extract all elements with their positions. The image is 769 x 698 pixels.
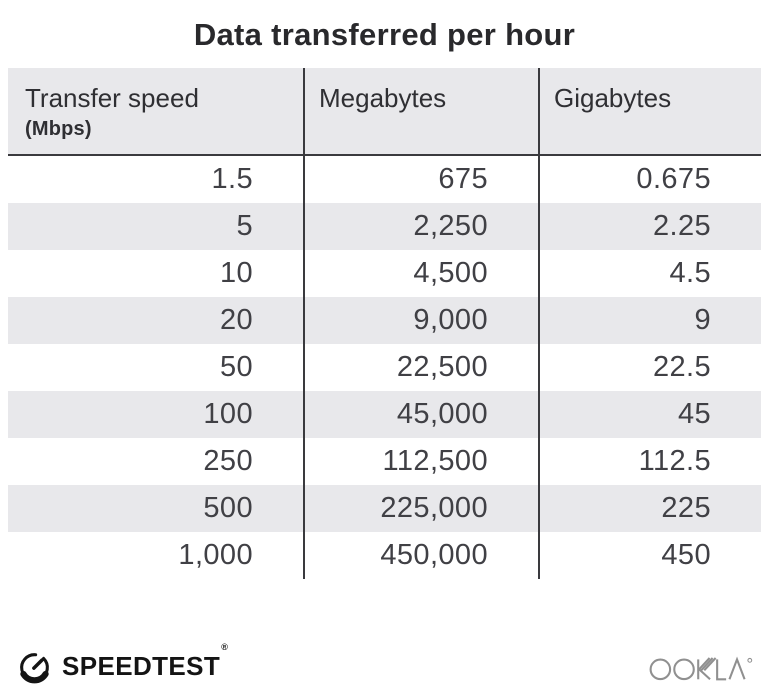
table-cell: 1.5 bbox=[211, 163, 253, 195]
table-cell: 112.5 bbox=[538, 438, 761, 485]
table-cell: 1,000 bbox=[178, 539, 253, 571]
column-header-label: Transfer speed bbox=[25, 83, 199, 113]
ookla-letter-o1 bbox=[649, 658, 672, 681]
table-cell: 225 bbox=[538, 485, 761, 532]
table-row: 1,000 450,000 450 bbox=[8, 532, 761, 579]
table-cell: 45,000 bbox=[303, 391, 538, 438]
table-cell: 9,000 bbox=[303, 297, 538, 344]
table-cell: 4.5 bbox=[538, 250, 761, 297]
table-body: 1.5 675 0.675 5 2,250 2.25 10 4,500 4.5 20 9,000 9 5… bbox=[8, 156, 761, 579]
table-cell: 250 bbox=[203, 445, 253, 477]
table-row: 250 112,500 112.5 bbox=[8, 438, 761, 485]
table-row: 20 9,000 9 bbox=[8, 297, 761, 344]
table-row: 100 45,000 45 bbox=[8, 391, 761, 438]
speedtest-logo: SPEEDTEST® bbox=[16, 642, 228, 685]
table-cell: 450,000 bbox=[303, 532, 538, 579]
table-cell: 450 bbox=[538, 532, 761, 579]
table-cell: 22.5 bbox=[538, 344, 761, 391]
table-cell: 2.25 bbox=[538, 203, 761, 250]
table-cell: 225,000 bbox=[303, 485, 538, 532]
table-cell: 9 bbox=[538, 297, 761, 344]
table-cell: 500 bbox=[203, 492, 253, 524]
table-row: 1.5 675 0.675 bbox=[8, 156, 761, 203]
column-header-unit: (Mbps) bbox=[25, 118, 92, 140]
table-cell: 675 bbox=[303, 156, 538, 203]
ookla-logo bbox=[649, 656, 753, 681]
table-cell: 50 bbox=[219, 351, 253, 383]
ookla-letter-k bbox=[697, 657, 717, 681]
table-cell: 100 bbox=[203, 398, 253, 430]
registered-trademark-icon: ® bbox=[221, 642, 228, 652]
data-table: Transfer speed (Mbps) Megabytes Gigabyte… bbox=[8, 68, 761, 579]
table-header-row: Transfer speed (Mbps) Megabytes Gigabyte… bbox=[8, 68, 761, 156]
table-row: 10 4,500 4.5 bbox=[8, 250, 761, 297]
speedtest-gauge-icon bbox=[20, 653, 49, 684]
ookla-letter-a bbox=[728, 656, 746, 680]
footer: SPEEDTEST® bbox=[16, 642, 755, 685]
table-cell: 4,500 bbox=[303, 250, 538, 297]
column-header-gigabytes: Gigabytes bbox=[538, 68, 761, 154]
table-cell: 5 bbox=[236, 210, 253, 242]
table-cell: 22,500 bbox=[303, 344, 538, 391]
table-cell: 20 bbox=[219, 304, 253, 336]
table-row: 500 225,000 225 bbox=[8, 485, 761, 532]
ookla-letter-l bbox=[716, 659, 727, 681]
column-header-transfer-speed: Transfer speed (Mbps) bbox=[8, 68, 303, 154]
table-cell: 112,500 bbox=[303, 438, 538, 485]
ookla-registered-mark-icon bbox=[747, 657, 753, 663]
speedtest-wordmark: SPEEDTEST bbox=[62, 651, 221, 681]
table-cell: 45 bbox=[538, 391, 761, 438]
ookla-letter-o2 bbox=[673, 658, 695, 681]
table-cell: 2,250 bbox=[303, 203, 538, 250]
table-cell: 10 bbox=[219, 257, 253, 289]
table-row: 50 22,500 22.5 bbox=[8, 344, 761, 391]
table-cell: 0.675 bbox=[538, 156, 761, 203]
page-title: Data transferred per hour bbox=[193, 17, 576, 52]
column-header-megabytes: Megabytes bbox=[303, 68, 538, 154]
table-row: 5 2,250 2.25 bbox=[8, 203, 761, 250]
